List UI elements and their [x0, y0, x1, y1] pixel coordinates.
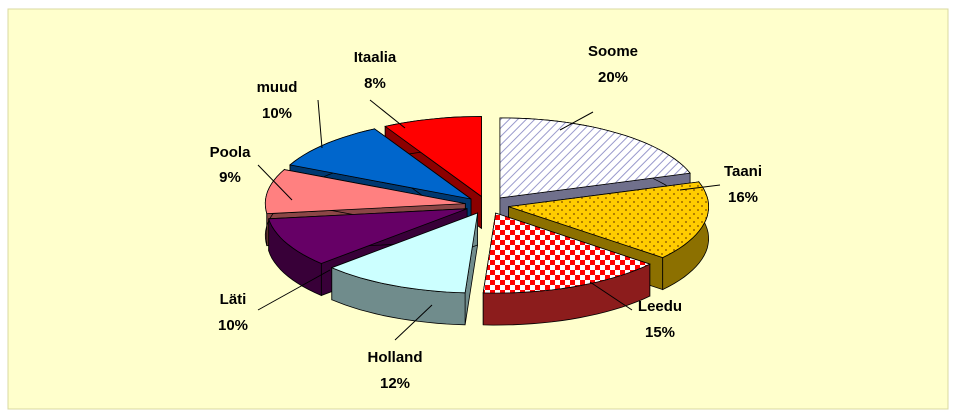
slice [508, 181, 710, 259]
slice-label: Soome [588, 43, 638, 60]
slice-value-label: 20% [598, 69, 628, 86]
slice-label: Leedu [638, 298, 682, 315]
leader-line [394, 304, 433, 341]
slice-value-label: 16% [728, 189, 758, 206]
leader-line [589, 281, 633, 311]
slice [499, 117, 691, 199]
slice-label: muud [257, 79, 298, 96]
leader-line [559, 111, 594, 131]
slice [289, 128, 472, 200]
leader-line [679, 184, 721, 191]
slice-label: Holland [368, 349, 423, 366]
slice [268, 208, 468, 264]
slice-label: Läti [220, 291, 247, 308]
leader-line [257, 269, 331, 311]
slice-value-label: 12% [380, 375, 410, 392]
pie [264, 116, 710, 326]
slice [330, 212, 479, 294]
slice-value-label: 8% [364, 75, 386, 92]
slice-label: Itaalia [354, 49, 397, 66]
slice-value-label: 15% [645, 324, 675, 341]
slice [384, 116, 482, 198]
leader-line [257, 164, 293, 201]
slice-label: Taani [724, 163, 762, 180]
slice [482, 212, 651, 294]
slice-value-label: 10% [262, 105, 292, 122]
slice-label: Poola [210, 144, 251, 161]
leader-line [369, 99, 406, 129]
slice-value-label: 10% [218, 317, 248, 334]
leader-line [317, 99, 323, 149]
slice-value-label: 9% [219, 169, 241, 186]
slice [264, 169, 466, 215]
labels: Soome 20% Taani 16% Leedu 15% Holland 12% Läti 10… [210, 43, 762, 392]
